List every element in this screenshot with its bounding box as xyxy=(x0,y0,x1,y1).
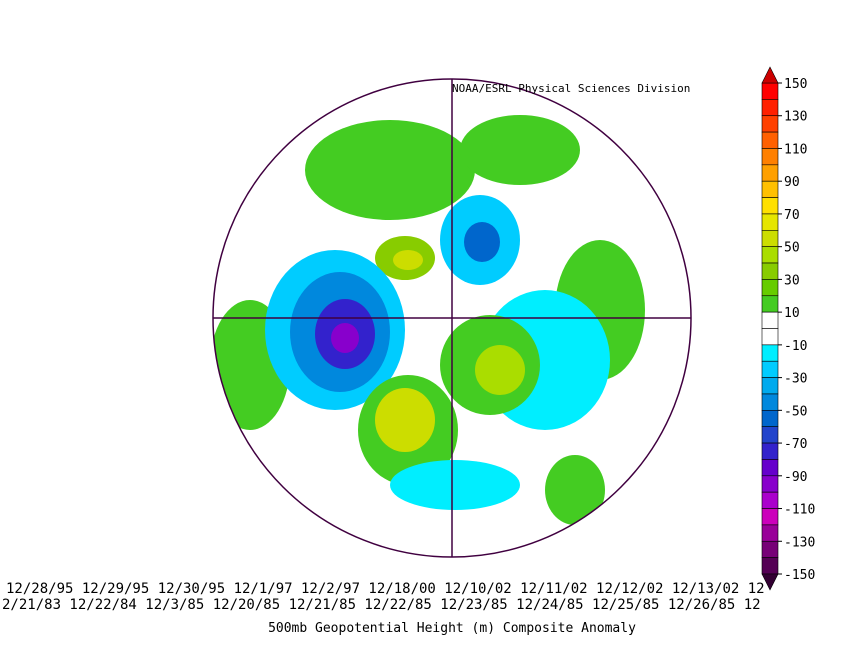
colorbar-label: -70 xyxy=(784,437,807,452)
colorbar-box xyxy=(761,131,779,149)
colorbar-label: -10 xyxy=(784,339,807,354)
colorbar-box xyxy=(761,197,779,215)
colorbar-box xyxy=(761,459,779,477)
colorbar-box xyxy=(761,164,779,182)
colorbar-arrow xyxy=(761,66,779,84)
colorbar-box xyxy=(761,213,779,231)
colorbar-box xyxy=(761,524,779,542)
colorbar-label: 30 xyxy=(784,273,800,288)
dates-row: 12/28/95 12/29/95 12/30/95 12/1/97 12/2/… xyxy=(6,581,765,597)
colorbar-box xyxy=(761,115,779,133)
colorbar-label: 90 xyxy=(784,175,800,190)
colorbar-label: 150 xyxy=(784,77,807,92)
colorbar-arrow xyxy=(761,573,779,591)
colorbar-box xyxy=(761,393,779,411)
credit: NOAA/ESRL Physical Sciences Division xyxy=(452,82,690,95)
map-border xyxy=(212,78,692,558)
colorbar-label: 110 xyxy=(784,142,807,157)
colorbar-box xyxy=(761,328,779,346)
colorbar-label: -130 xyxy=(784,535,815,550)
colorbar-box xyxy=(761,295,779,313)
colorbar-box xyxy=(761,475,779,493)
colorbar-box xyxy=(761,279,779,297)
colorbar-box xyxy=(761,99,779,117)
colorbar-label: 50 xyxy=(784,241,800,256)
dates-row: 2/21/83 12/22/84 12/3/85 12/20/85 12/21/… xyxy=(2,597,761,613)
colorbar-box xyxy=(761,557,779,575)
colorbar-box xyxy=(761,180,779,198)
title: 500mb Geopotential Height (m) Composite … xyxy=(268,621,636,636)
colorbar-box xyxy=(761,508,779,526)
colorbar-box xyxy=(761,491,779,509)
colorbar-label: -50 xyxy=(784,404,807,419)
colorbar: 150 130 110 90 70 50 30 10 -10 -30 -50 -70 -90 -110 -1… xyxy=(761,66,815,591)
colorbar-box xyxy=(761,246,779,264)
colorbar-label: -110 xyxy=(784,503,815,518)
colorbar-label: -30 xyxy=(784,372,807,387)
colorbar-box xyxy=(761,230,779,247)
colorbar-label: -90 xyxy=(784,470,807,485)
colorbar-label: -150 xyxy=(784,568,815,583)
colorbar-box xyxy=(761,82,779,100)
colorbar-box xyxy=(761,262,779,280)
colorbar-box xyxy=(761,426,779,444)
colorbar-label: 10 xyxy=(784,306,800,321)
colorbar-box xyxy=(761,148,779,166)
colorbar-box xyxy=(761,311,779,329)
colorbar-box xyxy=(761,540,779,558)
colorbar-box xyxy=(761,410,779,428)
colorbar-label: 70 xyxy=(784,208,800,223)
colorbar-box xyxy=(761,360,779,378)
colorbar-box xyxy=(761,344,779,362)
map xyxy=(213,79,691,557)
colorbar-box xyxy=(761,377,779,395)
colorbar-box xyxy=(761,442,779,460)
colorbar-label: 130 xyxy=(784,110,807,125)
